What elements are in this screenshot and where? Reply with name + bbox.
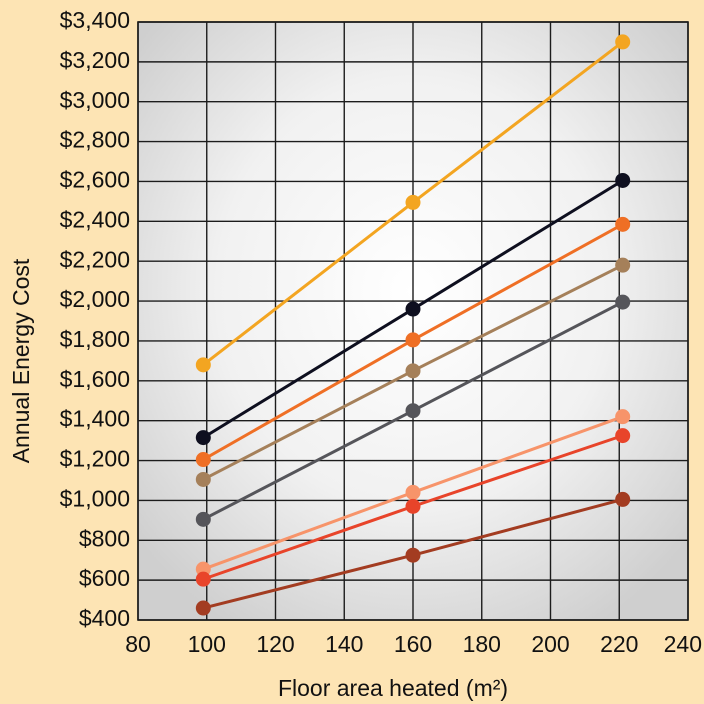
x-tick-label: 200 [531,631,569,657]
x-tick-label: 160 [394,631,432,657]
data-point [195,452,211,468]
x-tick-label: 220 [600,631,638,657]
data-point [195,471,211,487]
y-tick-label: $2,000 [60,286,130,312]
data-point [405,484,421,500]
series-5 [195,409,631,577]
y-tick-label: $400 [79,605,130,631]
plot-border [137,21,689,621]
data-point [405,194,421,210]
y-tick-label: $2,600 [60,167,130,193]
x-axis-ticks: 80 100 120 140 160 180 200 220 240 [125,631,702,657]
x-tick-label: 80 [125,631,151,657]
data-point [405,363,421,379]
y-tick-label: $3,400 [60,7,130,33]
data-point [195,430,211,446]
series-2 [195,216,631,468]
data-point [405,332,421,348]
data-point [405,498,421,514]
data-point [615,491,631,507]
y-tick-label: $1,000 [60,485,130,511]
series-4 [195,294,631,527]
data-point [615,294,631,310]
series-3 [195,257,631,487]
y-axis-title: Annual Energy Cost [8,258,34,463]
x-tick-label: 180 [463,631,501,657]
data-point [195,571,211,587]
data-point [615,428,631,444]
y-tick-label: $1,200 [60,446,130,472]
data-point [615,216,631,232]
data-point [195,511,211,527]
series-layer [195,34,631,616]
x-tick-label: 240 [664,631,702,657]
data-point [405,547,421,563]
data-point [615,34,631,50]
x-tick-label: 140 [325,631,363,657]
y-tick-label: $2,800 [60,127,130,153]
series-0 [195,34,631,373]
data-point [615,257,631,273]
y-tick-label: $2,400 [60,206,130,232]
y-axis-ticks: $400 $600 $800 $1,000 $1,200 $1,400 $1,600 $1,8… [60,7,130,631]
series-6 [195,428,631,587]
y-tick-label: $1,800 [60,326,130,352]
x-axis-title: Floor area heated (m²) [278,675,508,701]
data-point [615,172,631,188]
y-tick-label: $1,600 [60,366,130,392]
y-tick-label: $800 [79,525,130,551]
gridlines [137,21,689,621]
data-point [405,403,421,419]
series-1 [195,172,631,446]
data-point [195,600,211,616]
x-tick-label: 120 [256,631,294,657]
data-point [195,357,211,373]
data-point [405,301,421,317]
y-tick-label: $3,200 [60,47,130,73]
data-point [615,409,631,425]
x-tick-label: 100 [188,631,226,657]
y-tick-label: $600 [79,565,130,591]
y-tick-label: $1,400 [60,406,130,432]
y-tick-label: $3,000 [60,87,130,113]
y-tick-label: $2,200 [60,246,130,272]
series-7 [195,491,631,616]
